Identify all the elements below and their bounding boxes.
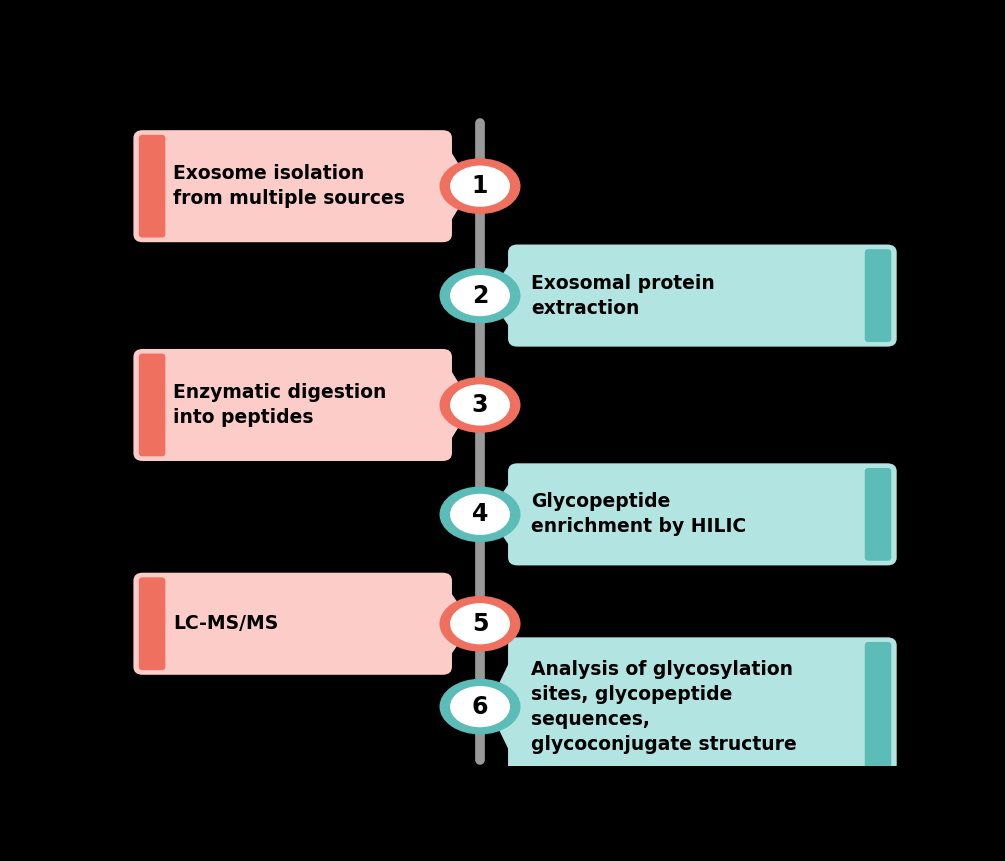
FancyBboxPatch shape (509, 463, 896, 566)
FancyBboxPatch shape (139, 135, 166, 238)
Text: 5: 5 (471, 612, 488, 635)
Ellipse shape (439, 596, 521, 652)
FancyBboxPatch shape (134, 349, 452, 461)
FancyBboxPatch shape (509, 245, 896, 347)
Ellipse shape (439, 377, 521, 433)
Text: 4: 4 (471, 502, 488, 526)
Polygon shape (487, 252, 518, 338)
FancyBboxPatch shape (864, 642, 891, 771)
Text: 6: 6 (471, 695, 488, 719)
Ellipse shape (439, 268, 521, 324)
Ellipse shape (439, 486, 521, 542)
Text: Exosome isolation
from multiple sources: Exosome isolation from multiple sources (173, 164, 405, 208)
FancyBboxPatch shape (134, 130, 452, 242)
Text: 1: 1 (471, 174, 488, 198)
Text: LC-MS/MS: LC-MS/MS (173, 614, 278, 633)
FancyBboxPatch shape (134, 573, 452, 675)
FancyBboxPatch shape (509, 637, 896, 776)
Polygon shape (442, 357, 472, 453)
Ellipse shape (450, 493, 510, 535)
FancyBboxPatch shape (139, 578, 166, 670)
Text: Exosomal protein
extraction: Exosomal protein extraction (532, 274, 716, 318)
Polygon shape (442, 138, 472, 234)
Polygon shape (487, 471, 518, 557)
Polygon shape (442, 580, 472, 667)
Text: 3: 3 (471, 393, 488, 417)
Ellipse shape (450, 384, 510, 425)
Ellipse shape (439, 158, 521, 214)
Text: Glycopeptide
enrichment by HILIC: Glycopeptide enrichment by HILIC (532, 492, 747, 536)
Text: 2: 2 (471, 283, 488, 307)
FancyBboxPatch shape (864, 249, 891, 342)
Ellipse shape (450, 686, 510, 728)
Ellipse shape (450, 275, 510, 316)
Text: Analysis of glycosylation
sites, glycopeptide
sequences,
glycoconjugate structur: Analysis of glycosylation sites, glycope… (532, 660, 797, 753)
Polygon shape (487, 645, 518, 768)
FancyBboxPatch shape (139, 354, 166, 456)
Ellipse shape (439, 678, 521, 734)
Ellipse shape (450, 165, 510, 207)
Text: Enzymatic digestion
into peptides: Enzymatic digestion into peptides (173, 383, 387, 427)
Ellipse shape (450, 604, 510, 644)
FancyBboxPatch shape (864, 468, 891, 561)
